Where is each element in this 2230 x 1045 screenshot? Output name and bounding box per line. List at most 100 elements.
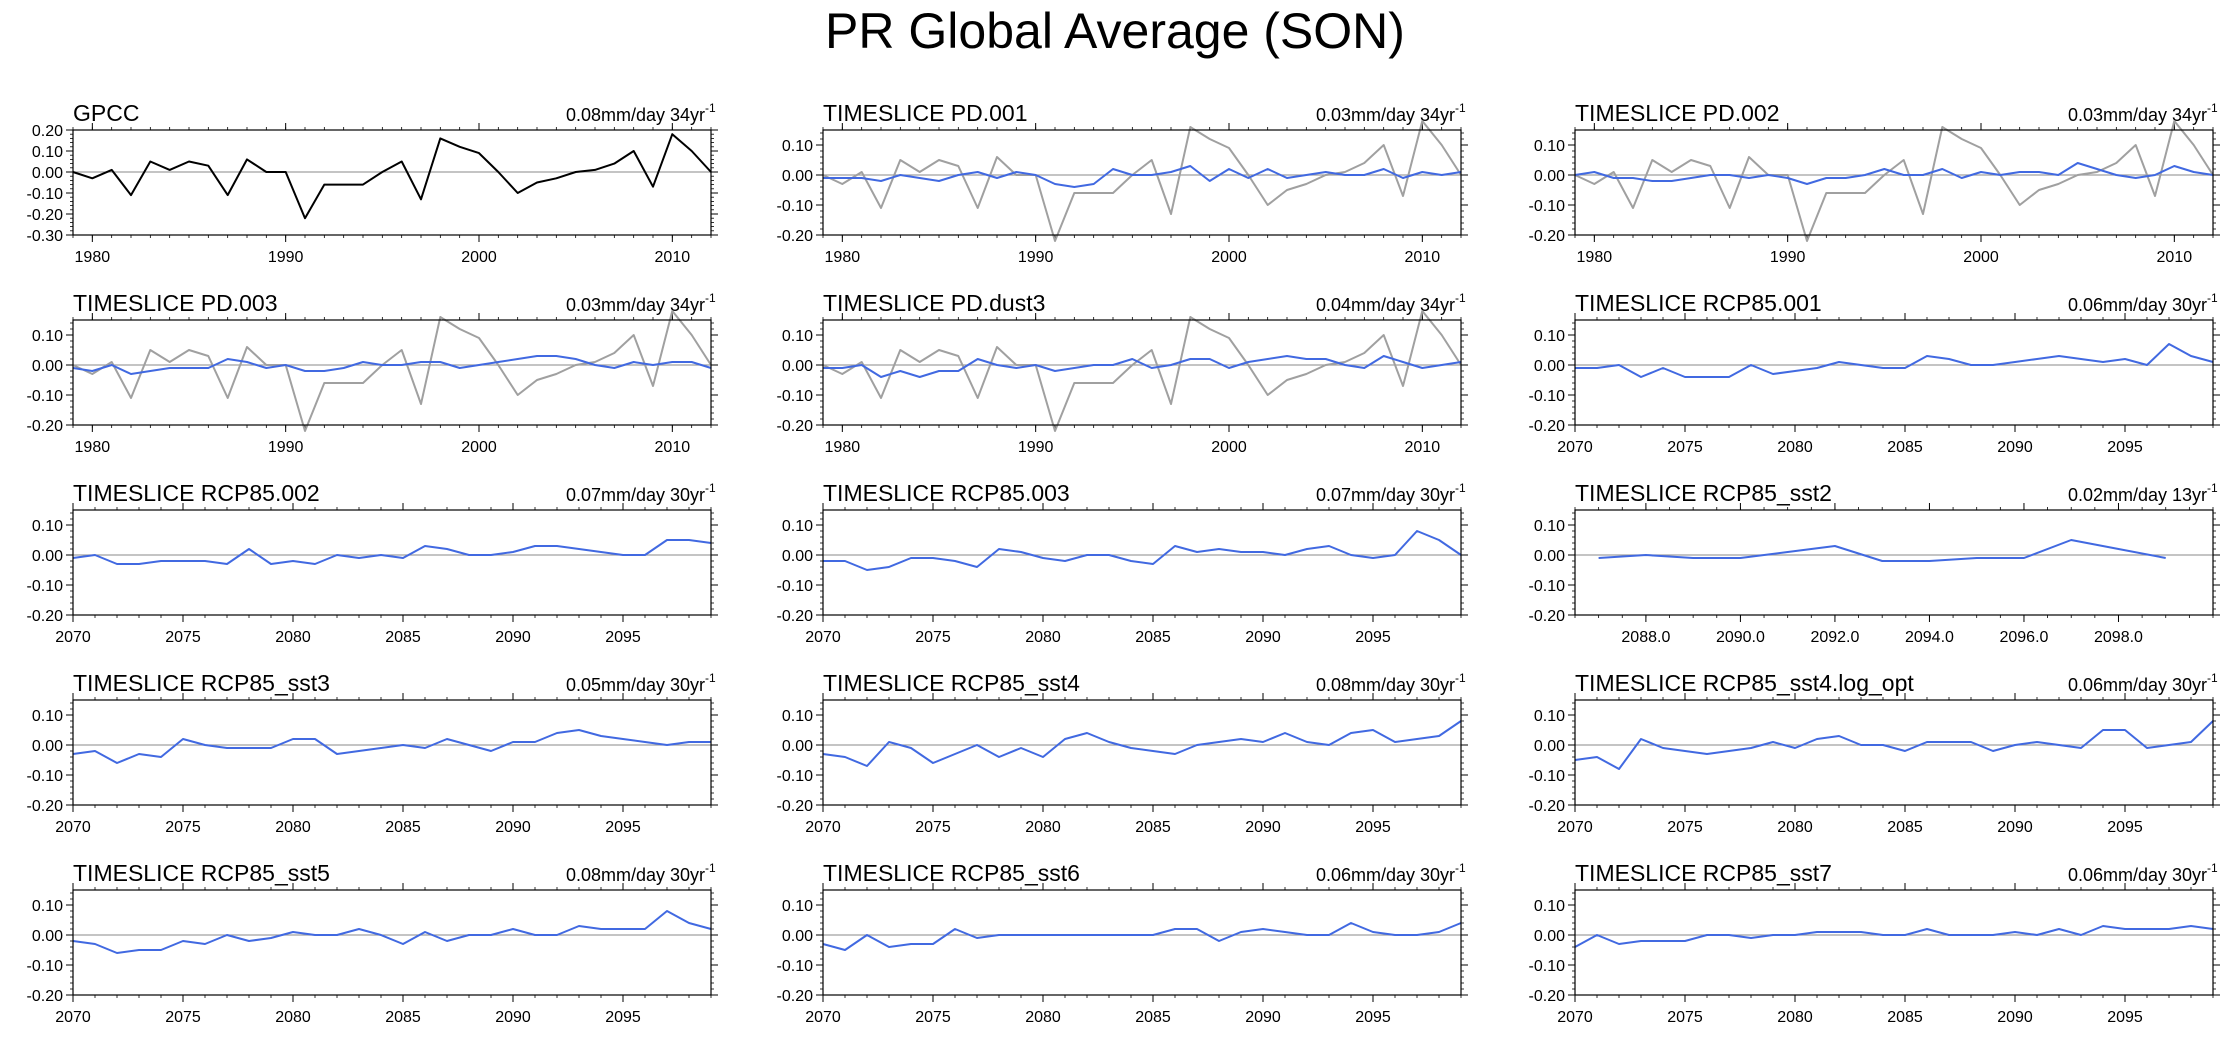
y-tick-label: -0.20 [1529, 988, 1566, 1005]
trend-superscript: -1 [1455, 101, 1466, 115]
panel-title: TIMESLICE RCP85_sst7 [1575, 860, 1832, 886]
x-tick-label: 1980 [75, 439, 111, 456]
series-line-rcp85-001 [1575, 343, 2214, 378]
trend-superscript: -1 [1455, 291, 1466, 305]
y-tick-label: 0.00 [32, 738, 63, 755]
x-tick-label: 2075 [1667, 819, 1703, 836]
y-tick-label: -0.20 [1529, 228, 1566, 245]
x-tick-label: 2070 [55, 1009, 91, 1026]
series-line-rcp85-sst7 [1574, 925, 2214, 948]
x-tick-label: 2070 [1557, 439, 1593, 456]
y-tick-label: 0.10 [782, 708, 813, 725]
x-tick-label: 1980 [825, 439, 861, 456]
x-tick-label: 2096.0 [1999, 629, 2048, 646]
panel-11: TIMESLICE RCP85_sst4 0.08mm/day 30yr -1 -0.… [777, 670, 1468, 836]
x-tick-label: 2095 [2107, 439, 2143, 456]
x-tick-label: 2010 [1405, 249, 1441, 266]
y-tick-label: -0.20 [27, 608, 64, 625]
x-tick-label: 2075 [1667, 1009, 1703, 1026]
y-tick-label: 0.10 [782, 898, 813, 915]
x-tick-label: 1980 [75, 249, 111, 266]
y-tick-label: -0.10 [27, 768, 64, 785]
x-tick-label: 2080 [1777, 819, 1813, 836]
panel-6: TIMESLICE RCP85.001 0.06mm/day 30yr -1 -0.2… [1529, 290, 2220, 456]
x-tick-label: 2095 [1355, 819, 1391, 836]
trend-superscript: -1 [2207, 861, 2218, 875]
panel-10: TIMESLICE RCP85_sst3 0.05mm/day 30yr -1 -0.… [27, 670, 718, 836]
x-tick-label: 2070 [805, 819, 841, 836]
series-line-rcp85-sst2 [1598, 539, 2166, 562]
trend-label: 0.06mm/day 30yr [2068, 675, 2207, 695]
y-tick-label: 0.10 [1534, 708, 1565, 725]
y-tick-label: -0.20 [777, 228, 814, 245]
y-tick-label: 0.10 [32, 708, 63, 725]
y-tick-label: 0.00 [1534, 548, 1565, 565]
y-tick-label: -0.20 [777, 798, 814, 815]
series-line-pd-003 [72, 355, 712, 375]
series-line-rcp85-003 [823, 530, 1462, 571]
y-tick-label: 0.00 [782, 738, 813, 755]
series-line-gpcc [1574, 120, 2214, 242]
series-line-rcp85-002 [72, 539, 712, 565]
plot-frame [822, 509, 1462, 616]
x-tick-label: 2085 [1135, 819, 1171, 836]
y-tick-label: -0.20 [777, 608, 814, 625]
x-tick-label: 2070 [55, 819, 91, 836]
panel-1: GPCC 0.08mm/day 34yr -1 -0.30 -0.20 -0.10 0.00… [27, 100, 718, 266]
y-tick-label: -0.20 [27, 798, 64, 815]
series-line-rcp85-sst4 [822, 720, 1462, 767]
trend-superscript: -1 [705, 101, 716, 115]
x-tick-label: 2070 [1557, 1009, 1593, 1026]
y-tick-label: -0.10 [1529, 198, 1566, 215]
trend-label: 0.07mm/day 30yr [566, 485, 705, 505]
trend-label: 0.04mm/day 34yr [1316, 295, 1455, 315]
panel-9: TIMESLICE RCP85_sst2 0.02mm/day 13yr -1 -0.… [1529, 480, 2220, 646]
plot-frame [1574, 509, 2214, 616]
y-tick-label: -0.10 [777, 768, 814, 785]
y-tick-label: 0.10 [1534, 328, 1565, 345]
y-tick-label: 0.00 [32, 358, 63, 375]
x-tick-label: 1990 [1770, 249, 1806, 266]
plot-frame [822, 129, 1462, 236]
panel-2: TIMESLICE PD.001 0.03mm/day 34yr -1 -0.20 -0… [777, 100, 1468, 266]
x-tick-label: 2075 [165, 629, 201, 646]
trend-label: 0.08mm/day 30yr [566, 865, 705, 885]
y-tick-label: -0.20 [1529, 608, 1566, 625]
series-line-pd-002 [1574, 162, 2214, 185]
x-tick-label: 2000 [461, 249, 497, 266]
x-tick-label: 2090 [1997, 1009, 2033, 1026]
x-tick-label: 2094.0 [1905, 629, 1954, 646]
panel-title: TIMESLICE PD.001 [823, 100, 1028, 126]
plot-frame [72, 129, 712, 236]
x-tick-label: 2075 [1667, 439, 1703, 456]
x-tick-label: 2000 [1963, 249, 1999, 266]
y-tick-label: -0.20 [777, 418, 814, 435]
panel-title: TIMESLICE RCP85_sst3 [73, 670, 330, 696]
x-tick-label: 1990 [1018, 249, 1054, 266]
x-tick-label: 2080 [275, 819, 311, 836]
x-tick-label: 2070 [1557, 819, 1593, 836]
y-tick-label: 0.00 [782, 928, 813, 945]
x-tick-label: 2070 [805, 1009, 841, 1026]
panel-3: TIMESLICE PD.002 0.03mm/day 34yr -1 -0.20 -0… [1529, 100, 2220, 266]
series-line-gpcc [72, 133, 712, 220]
panel-title: TIMESLICE RCP85.003 [823, 480, 1070, 506]
series-line-pd-001 [823, 165, 1462, 188]
y-tick-label: 0.10 [782, 328, 813, 345]
trend-superscript: -1 [705, 671, 716, 685]
x-tick-label: 2090 [1245, 629, 1281, 646]
trend-superscript: -1 [2207, 481, 2218, 495]
plot-frame [1574, 699, 2214, 806]
x-tick-label: 2085 [385, 629, 421, 646]
y-tick-label: -0.30 [27, 228, 64, 245]
x-tick-label: 2095 [605, 1009, 641, 1026]
x-tick-label: 1980 [825, 249, 861, 266]
plot-frame [72, 699, 712, 806]
trend-label: 0.05mm/day 30yr [566, 675, 705, 695]
x-tick-label: 2080 [1777, 1009, 1813, 1026]
plot-frame [822, 319, 1462, 426]
x-tick-label: 2010 [2157, 249, 2193, 266]
series-line-gpcc [822, 310, 1462, 432]
plot-frame [72, 889, 712, 996]
